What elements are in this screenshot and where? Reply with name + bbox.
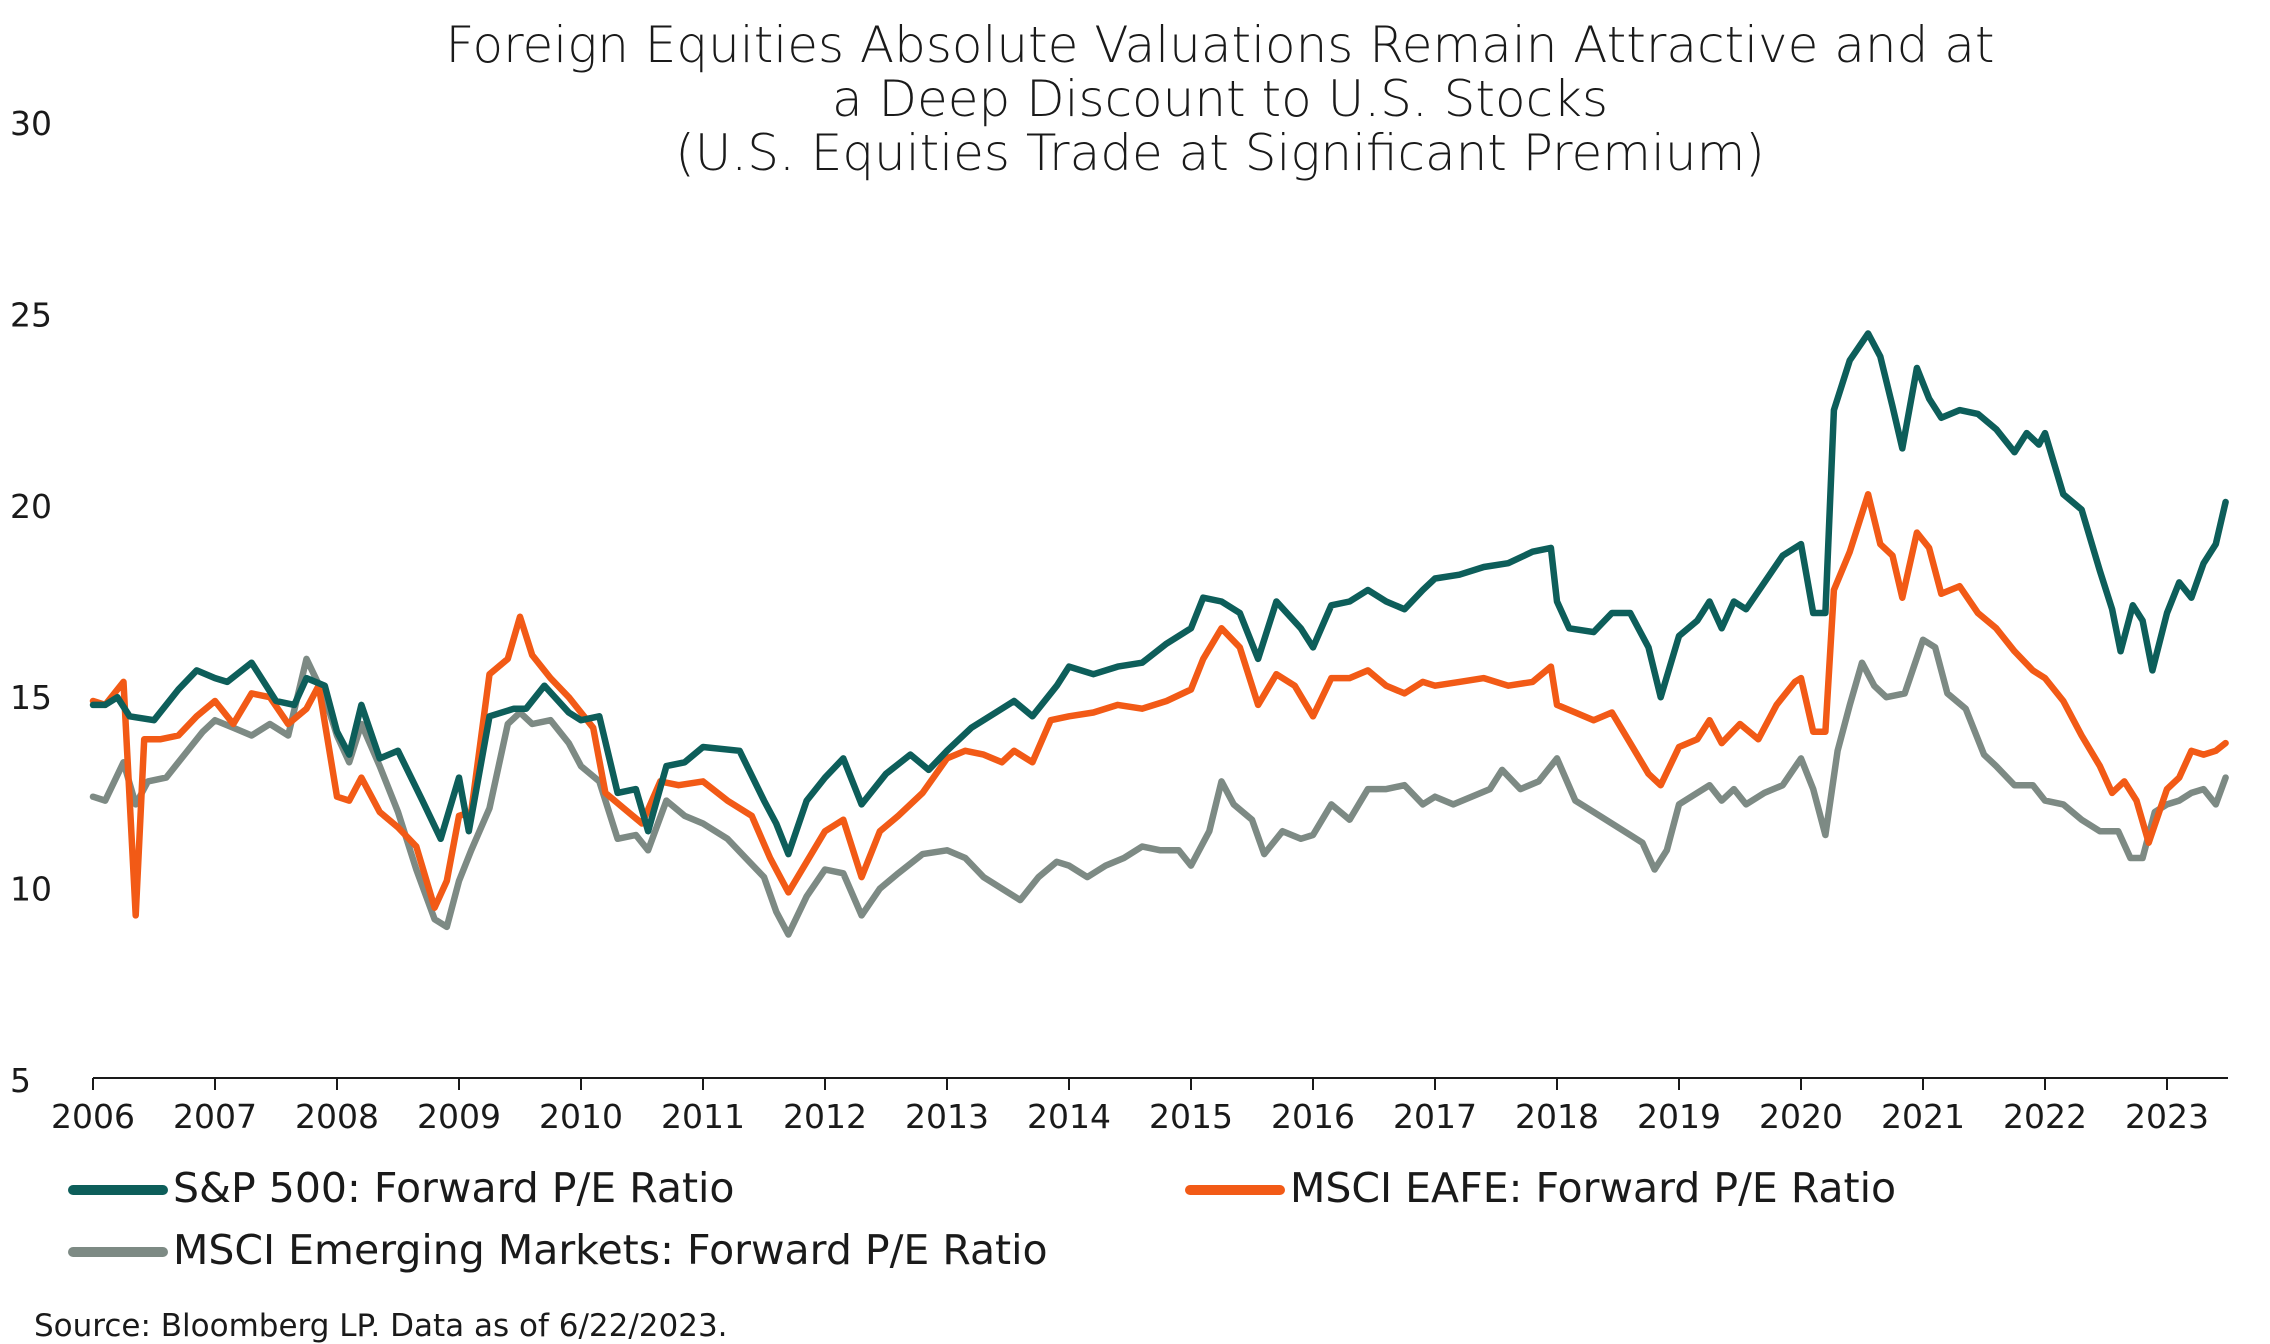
x-tick-label: 2018 <box>1515 1097 1599 1136</box>
x-tick-label: 2015 <box>1149 1097 1233 1136</box>
legend-msci-eafe-label: MSCI EAFE: Forward P/E Ratio <box>1290 1164 1896 1212</box>
legend-msci-em-label: MSCI Emerging Markets: Forward P/E Ratio <box>173 1226 1048 1274</box>
y-tick-label: 20 <box>10 487 52 526</box>
y-axis-ticks: 5 10 15 20 25 30 <box>10 104 52 1100</box>
plot-area <box>89 330 2229 938</box>
legend-sp500-label: S&P 500: Forward P/E Ratio <box>173 1164 735 1212</box>
x-tick-label: 2011 <box>661 1097 745 1136</box>
x-tick-label: 2020 <box>1759 1097 1843 1136</box>
x-axis: 2006 2007 2008 2009 2010 2011 2012 2013 2014 2015… <box>51 1077 2228 1136</box>
x-tick-label: 2014 <box>1027 1097 1111 1136</box>
x-tick-label: 2006 <box>51 1097 135 1136</box>
y-tick-label: 5 <box>10 1061 31 1100</box>
x-tick-label: 2016 <box>1271 1097 1355 1136</box>
x-tick-label: 2019 <box>1637 1097 1721 1136</box>
x-tick-label: 2022 <box>2003 1097 2087 1136</box>
series-line-msci-eafe <box>89 491 2229 919</box>
chart-title: Foreign Equities Absolute Valuations Rem… <box>260 18 2180 180</box>
legend: S&P 500: Forward P/E Ratio MSCI EAFE: For… <box>68 1164 1896 1274</box>
x-tick-label: 2013 <box>905 1097 989 1136</box>
y-tick-label: 10 <box>10 870 52 909</box>
x-tick-label: 2021 <box>1881 1097 1965 1136</box>
x-tick-label: 2023 <box>2125 1097 2209 1136</box>
x-tick-label: 2012 <box>783 1097 867 1136</box>
chart-title-line-1: Foreign Equities Absolute Valuations Rem… <box>445 16 1995 74</box>
chart-title-line-3: (U.S. Equities Trade at Significant Prem… <box>675 124 1765 182</box>
source-note: Source: Bloomberg LP. Data as of 6/22/20… <box>34 1308 728 1344</box>
series-line-msci-em <box>89 636 2229 938</box>
chart-title-line-2: a Deep Discount to U.S. Stocks <box>831 70 1609 128</box>
x-tick-label: 2007 <box>173 1097 257 1136</box>
series-line-sp500 <box>89 330 2229 858</box>
y-tick-label: 15 <box>10 678 52 717</box>
y-tick-label: 25 <box>10 295 52 334</box>
x-tick-label: 2009 <box>417 1097 501 1136</box>
y-tick-label: 30 <box>10 104 52 143</box>
x-tick-label: 2008 <box>295 1097 379 1136</box>
x-tick-label: 2010 <box>539 1097 623 1136</box>
x-tick-label: 2017 <box>1393 1097 1477 1136</box>
